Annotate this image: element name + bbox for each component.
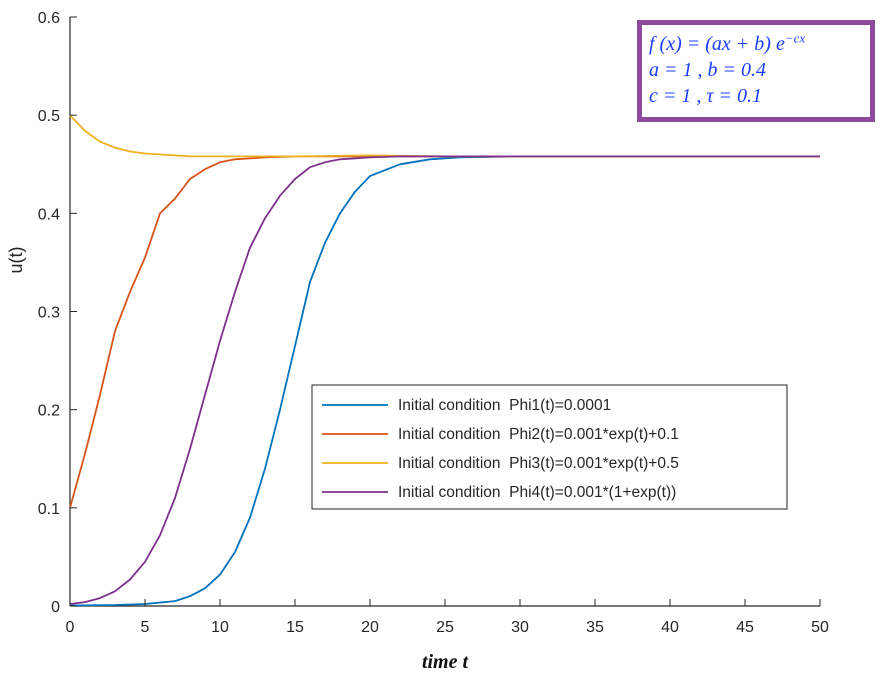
formula-function: f (x) = (ax + b) e <box>649 33 785 55</box>
x-tick-label: 5 <box>141 619 150 636</box>
y-tick-label: 0.3 <box>38 305 60 322</box>
x-tick-label: 20 <box>361 619 379 636</box>
ticks-layer: 0 5 10 15 20 25 30 35 40 45 50 0 0.1 0.2 0.3 0.4 0.5 0.6 <box>38 10 829 636</box>
y-tick-label: 0.5 <box>38 108 60 125</box>
y-tick-label: 0.2 <box>38 403 60 420</box>
series-line-4 <box>69 155 820 605</box>
legend-label: Initial condition Phi1(t)=0.0001 <box>398 397 611 414</box>
y-tick-label: 0 <box>51 599 60 616</box>
x-tick-label: 50 <box>811 619 829 636</box>
x-tick-label: 45 <box>736 619 754 636</box>
y-tick-label: 0.6 <box>38 10 60 27</box>
formula-line-1: f (x) = (ax + b) e−cx <box>649 31 870 57</box>
x-tick-label: 25 <box>436 619 454 636</box>
formula-line-2: a = 1 , b = 0.4 <box>649 59 766 81</box>
x-tick-label: 0 <box>66 619 75 636</box>
series-layer <box>69 114 820 607</box>
y-tick-label: 0.1 <box>38 501 60 518</box>
y-tick-label: 0.4 <box>38 206 60 223</box>
y-axis-label: u(t) <box>6 247 26 274</box>
x-tick-label: 30 <box>511 619 529 636</box>
legend-label: Initial condition Phi4(t)=0.001*(1+exp(t… <box>398 484 676 501</box>
formula-line-3: c = 1 , τ = 0.1 <box>649 85 763 107</box>
x-tick-label: 35 <box>586 619 604 636</box>
x-tick-label: 10 <box>211 619 229 636</box>
x-axis-label: time t <box>422 651 470 673</box>
series-line-1 <box>69 155 820 607</box>
legend-label: Initial condition Phi2(t)=0.001*exp(t)+0… <box>398 426 679 443</box>
legend-box <box>311 384 788 510</box>
x-tick-label: 40 <box>661 619 679 636</box>
formula-exponent: −cx <box>784 30 806 46</box>
legend-label: Initial condition Phi3(t)=0.001*exp(t)+0… <box>398 455 679 472</box>
x-tick-label: 15 <box>286 619 304 636</box>
legend: Initial condition Phi1(t)=0.0001 Initial … <box>311 384 788 510</box>
formula-box: f (x) = (ax + b) e−cx a = 1 , b = 0.4 c … <box>637 20 875 122</box>
